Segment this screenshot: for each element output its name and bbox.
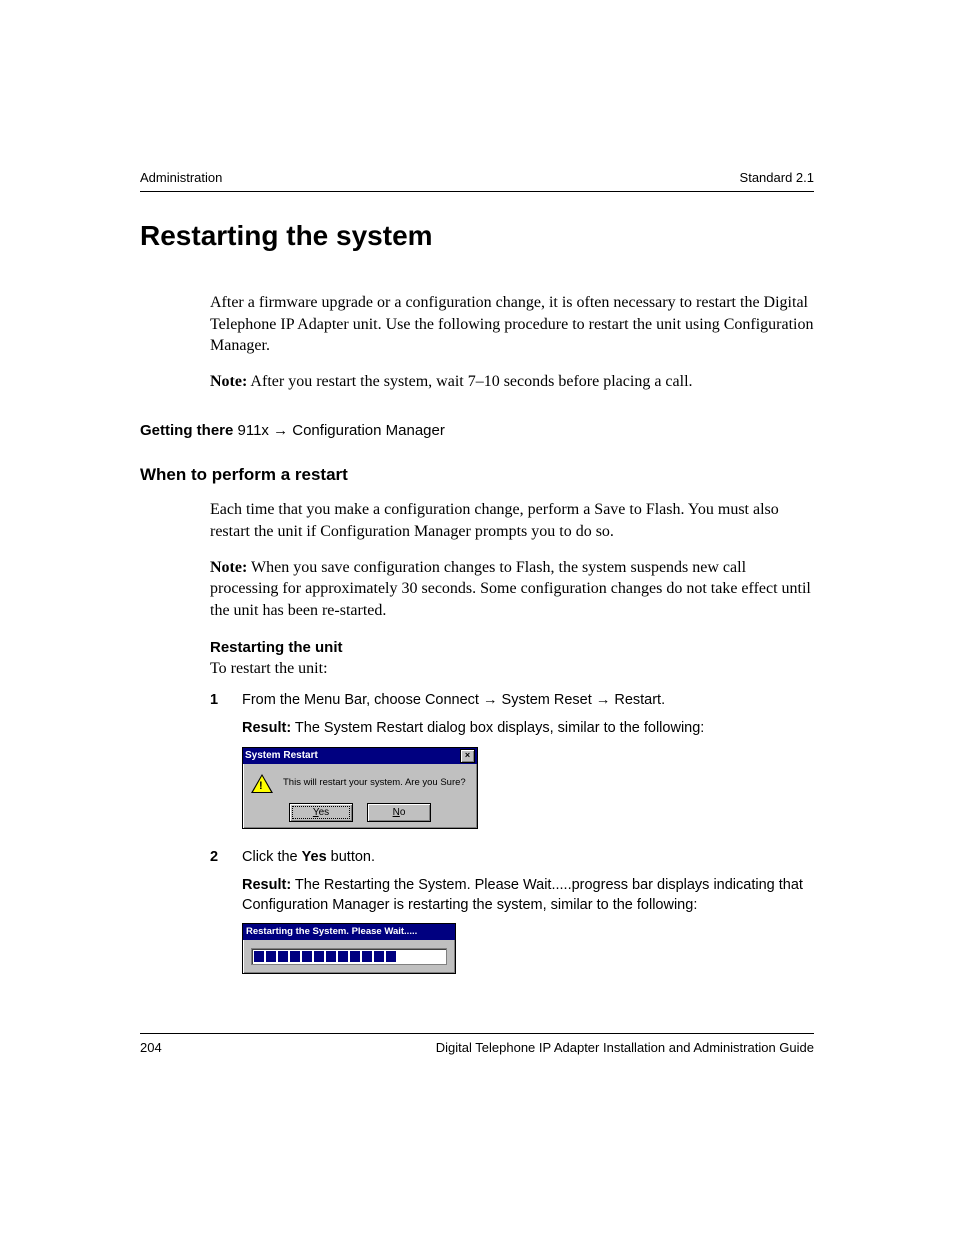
getting-there-label: Getting there (140, 422, 233, 439)
step-2: 2 Click the Yes button. Result: The Rest… (210, 847, 814, 982)
dialog-button-row: Yes No (251, 803, 469, 822)
result-text: The Restarting the System. Please Wait..… (242, 877, 803, 913)
step-result: Result: The System Restart dialog box di… (242, 718, 814, 738)
getting-there-row: Getting there 911x → Configuration Manag… (140, 422, 814, 439)
note-text: After you restart the system, wait 7–10 … (247, 373, 692, 390)
step-instruction: From the Menu Bar, choose Connect → Syst… (242, 690, 814, 710)
result-label: Result: (242, 720, 291, 736)
arrow-icon: → (596, 692, 611, 708)
dialog-message-row: This will restart your system. Are you S… (251, 774, 469, 793)
progress-segment (314, 951, 324, 962)
progress-bar (251, 948, 447, 965)
yes-button[interactable]: Yes (289, 803, 353, 822)
progress-segment (290, 951, 300, 962)
progress-segment (326, 951, 336, 962)
note-label: Note: (210, 559, 247, 576)
yes-word: Yes (302, 849, 327, 865)
progress-titlebar: Restarting the System. Please Wait..... (243, 924, 455, 939)
intro-note: Note: After you restart the system, wait… (210, 371, 814, 393)
result-label: Result: (242, 877, 291, 893)
step-result: Result: The Restarting the System. Pleas… (242, 875, 814, 916)
intro-paragraph: After a firmware upgrade or a configurat… (210, 292, 814, 357)
step-1: 1 From the Menu Bar, choose Connect → Sy… (210, 690, 814, 837)
progress-segment (254, 951, 264, 962)
note-label: Note: (210, 373, 247, 390)
progress-segment (362, 951, 372, 962)
progress-segment (302, 951, 312, 962)
running-footer: 204 Digital Telephone IP Adapter Install… (140, 1033, 814, 1055)
progress-segment (386, 951, 396, 962)
progress-segment (266, 951, 276, 962)
arrow-icon: → (273, 422, 288, 439)
when-heading: When to perform a restart (140, 465, 814, 485)
footer-doc-title: Digital Telephone IP Adapter Installatio… (436, 1040, 814, 1055)
progress-segment (278, 951, 288, 962)
note-text: When you save configuration changes to F… (210, 559, 811, 619)
no-button[interactable]: No (367, 803, 431, 822)
intro-block: After a firmware upgrade or a configurat… (210, 292, 814, 392)
arrow-icon: → (483, 692, 498, 708)
when-paragraph: Each time that you make a configuration … (210, 499, 814, 542)
running-header: Administration Standard 2.1 (140, 170, 814, 192)
header-left: Administration (140, 170, 222, 185)
step-body: From the Menu Bar, choose Connect → Syst… (242, 690, 814, 837)
restarting-unit-heading: Restarting the unit (210, 639, 814, 656)
warning-icon (251, 774, 273, 793)
getting-there-prefix: 911x (233, 422, 273, 439)
step-instruction: Click the Yes button. (242, 847, 814, 867)
header-right: Standard 2.1 (740, 170, 814, 185)
when-note: Note: When you save configuration change… (210, 557, 814, 622)
getting-there-suffix: Configuration Manager (288, 422, 445, 439)
result-text: The System Restart dialog box displays, … (291, 720, 704, 736)
system-restart-dialog: System Restart × This will restart your … (242, 747, 478, 829)
step-body: Click the Yes button. Result: The Restar… (242, 847, 814, 982)
progress-segment (350, 951, 360, 962)
close-icon[interactable]: × (460, 749, 475, 763)
progress-segment (338, 951, 348, 962)
page-title: Restarting the system (140, 220, 814, 252)
progress-dialog: Restarting the System. Please Wait..... (242, 923, 456, 973)
step-number: 2 (210, 847, 242, 982)
progress-segment (374, 951, 384, 962)
progress-body (243, 940, 455, 973)
page-number: 204 (140, 1040, 162, 1055)
step-number: 1 (210, 690, 242, 837)
document-page: Administration Standard 2.1 Restarting t… (0, 0, 954, 1235)
dialog-title: System Restart (245, 749, 318, 763)
when-block: Each time that you make a configuration … (210, 499, 814, 981)
dialog-titlebar: System Restart × (243, 748, 477, 764)
dialog-body: This will restart your system. Are you S… (243, 764, 477, 828)
restarting-unit-lead: To restart the unit: (210, 658, 814, 680)
dialog-message: This will restart your system. Are you S… (283, 776, 466, 789)
